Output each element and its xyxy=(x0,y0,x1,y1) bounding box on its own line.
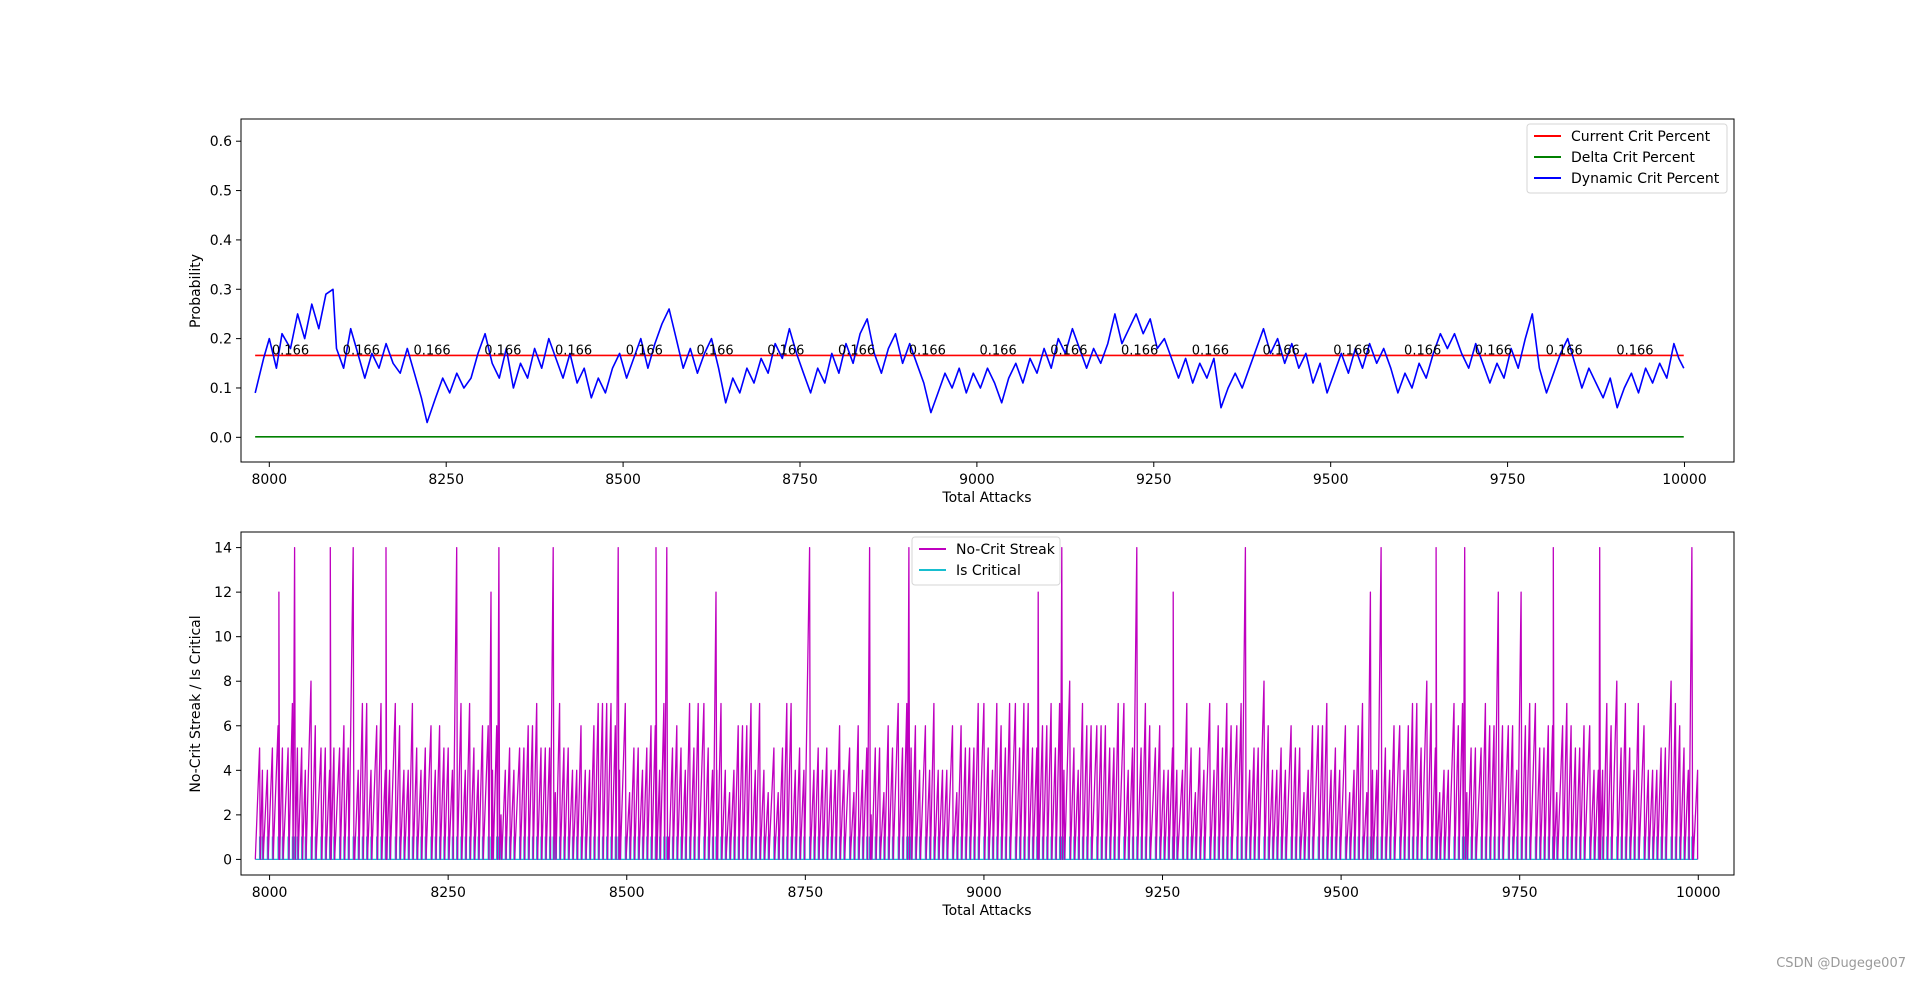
series-lines xyxy=(254,288,1685,438)
x-tick-label: 8250 xyxy=(430,885,466,901)
x-axis-ticks: 8000 8250 8500 8750 9000 9250 9500 9750 10000 xyxy=(251,462,1707,488)
annotation-label: 0.166 xyxy=(413,343,450,358)
annotations: 0.166 0.166 0.166 0.166 0.166 0.166 0.166 0.166… xyxy=(272,343,1654,358)
legend-label-current-crit: Current Crit Percent xyxy=(1571,129,1711,145)
x-tick-label: 9500 xyxy=(1323,885,1359,901)
annotation-label: 0.166 xyxy=(272,343,309,358)
annotation-label: 0.166 xyxy=(1546,343,1583,358)
legend-label-is-critical: Is Critical xyxy=(956,563,1021,579)
annotation-label: 0.166 xyxy=(980,343,1017,358)
x-tick-label: 9250 xyxy=(1145,885,1181,901)
series-line-no-crit-streak xyxy=(254,546,1699,861)
x-tick-label: 10000 xyxy=(1676,885,1721,901)
x-tick-label: 9000 xyxy=(966,885,1002,901)
x-tick-label: 8500 xyxy=(609,885,645,901)
annotation-label: 0.166 xyxy=(696,343,733,358)
x-axis-label: Total Attacks xyxy=(941,490,1031,506)
y-tick-label: 0.6 xyxy=(210,134,232,150)
x-tick-label: 8750 xyxy=(782,472,818,488)
y-tick-label: 0.0 xyxy=(210,430,232,446)
streak-chart: 0 2 4 6 8 10 12 14 8000 8250 8500 8750 9000 9250 9500… xyxy=(188,531,1735,919)
x-tick-label: 8500 xyxy=(605,472,641,488)
annotation-label: 0.166 xyxy=(626,343,663,358)
y-tick-label: 0.2 xyxy=(210,332,232,348)
annotation-label: 0.166 xyxy=(1333,343,1370,358)
y-tick-label: 4 xyxy=(223,763,232,779)
legend: No-Crit Streak Is Critical xyxy=(911,536,1061,586)
annotation-label: 0.166 xyxy=(1404,343,1441,358)
x-tick-label: 9500 xyxy=(1313,472,1349,488)
x-axis-ticks: 8000 8250 8500 8750 9000 9250 9500 9750 10000 xyxy=(252,875,1721,901)
y-tick-label: 0 xyxy=(223,852,232,868)
y-tick-label: 0.1 xyxy=(210,381,232,397)
y-tick-label: 6 xyxy=(223,719,232,735)
annotation-label: 0.166 xyxy=(1263,343,1300,358)
y-axis-label: No-Crit Streak / Is Critical xyxy=(188,615,204,792)
y-tick-label: 0.5 xyxy=(210,184,232,200)
y-tick-label: 0.4 xyxy=(210,233,232,249)
legend-label-delta-crit: Delta Crit Percent xyxy=(1571,150,1695,166)
annotation-label: 0.166 xyxy=(1121,343,1158,358)
annotation-label: 0.166 xyxy=(1192,343,1229,358)
x-tick-label: 9750 xyxy=(1490,472,1526,488)
y-tick-label: 8 xyxy=(223,674,232,690)
watermark: CSDN @Dugege007 xyxy=(1776,956,1906,971)
annotation-label: 0.166 xyxy=(767,343,804,358)
x-tick-label: 9250 xyxy=(1136,472,1172,488)
annotation-label: 0.166 xyxy=(909,343,946,358)
y-axis-ticks: 0 2 4 6 8 10 12 14 xyxy=(214,541,241,868)
series-lines xyxy=(254,546,1699,861)
annotation-label: 0.166 xyxy=(838,343,875,358)
legend: Current Crit Percent Delta Crit Percent … xyxy=(1526,123,1728,194)
legend-box xyxy=(1526,123,1728,194)
y-tick-label: 2 xyxy=(223,808,232,824)
x-tick-label: 8000 xyxy=(251,472,287,488)
annotation-label: 0.166 xyxy=(484,343,521,358)
annotation-label: 0.166 xyxy=(1616,343,1653,358)
x-tick-label: 9000 xyxy=(959,472,995,488)
x-axis-label: Total Attacks xyxy=(941,903,1031,919)
x-tick-label: 8000 xyxy=(252,885,288,901)
legend-box xyxy=(911,536,1061,586)
y-tick-label: 12 xyxy=(214,585,232,601)
y-axis-ticks: 0.0 0.1 0.2 0.3 0.4 0.5 0.6 xyxy=(210,134,241,446)
probability-chart: 0.0 0.1 0.2 0.3 0.4 0.5 0.6 8000 8250 8500 8750 90… xyxy=(188,118,1735,506)
plot-area-frame xyxy=(240,531,1735,876)
annotation-label: 0.166 xyxy=(1475,343,1512,358)
annotation-label: 0.166 xyxy=(343,343,380,358)
annotation-label: 0.166 xyxy=(1050,343,1087,358)
y-tick-label: 0.3 xyxy=(210,282,232,298)
plot-area-frame xyxy=(240,118,1735,463)
series-line-dynamic-crit-percent xyxy=(254,288,1685,424)
legend-label-no-crit-streak: No-Crit Streak xyxy=(956,542,1056,558)
x-tick-label: 9750 xyxy=(1502,885,1538,901)
y-axis-label: Probability xyxy=(188,254,204,328)
x-tick-label: 8250 xyxy=(428,472,464,488)
y-tick-label: 10 xyxy=(214,630,232,646)
legend-label-dynamic-crit: Dynamic Crit Percent xyxy=(1571,171,1720,187)
x-tick-label: 10000 xyxy=(1662,472,1707,488)
y-tick-label: 14 xyxy=(214,541,232,557)
x-tick-label: 8750 xyxy=(788,885,824,901)
annotation-label: 0.166 xyxy=(555,343,592,358)
